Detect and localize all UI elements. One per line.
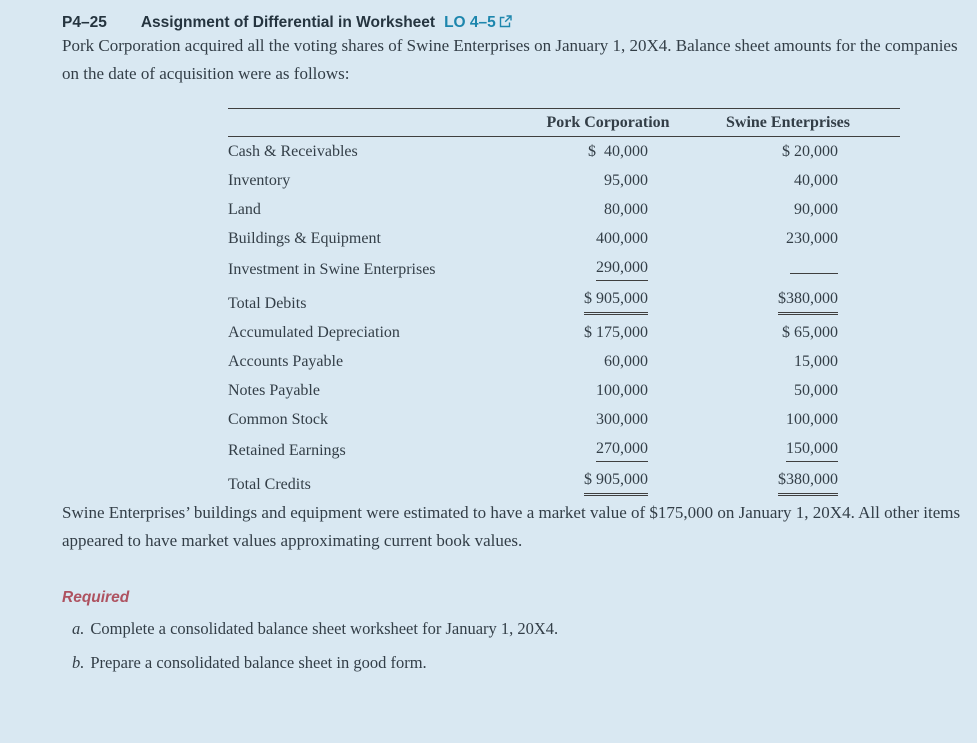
pork-amount: $ 905,000	[584, 288, 648, 315]
requirement-item: a. Complete a consolidated balance sheet …	[72, 617, 977, 641]
row-label: Total Credits	[228, 476, 311, 493]
table-row: Notes Payable 100,000 50,000	[228, 376, 900, 405]
pork-amount: $ 905,000	[584, 469, 648, 496]
pork-amount: $ 40,000	[588, 143, 648, 160]
row-label: Accumulated Depreciation	[228, 324, 400, 341]
balance-sheet-table: Pork Corporation Swine Enterprises Cash …	[228, 108, 900, 499]
swine-amount	[790, 272, 838, 274]
swine-amount: $ 65,000	[782, 324, 838, 341]
table-row: Cash & Receivables $ 40,000 $ 20,000	[228, 137, 900, 167]
table-row: Total Credits $ 905,000 $380,000	[228, 465, 900, 499]
table-row: Land 80,000 90,000	[228, 195, 900, 224]
pork-amount: $ 175,000	[584, 324, 648, 341]
problem-number: P4–25	[62, 14, 107, 31]
requirement-text: Prepare a consolidated balance sheet in …	[90, 653, 427, 672]
row-label: Notes Payable	[228, 382, 320, 399]
row-label: Accounts Payable	[228, 353, 344, 370]
swine-amount: 100,000	[786, 411, 838, 428]
row-label: Total Debits	[228, 295, 307, 312]
problem-page: P4–25 Assignment of Differential in Works…	[62, 14, 977, 675]
swine-amount: $380,000	[778, 288, 838, 315]
table-header-pork: Pork Corporation	[540, 108, 676, 137]
table-row: Accumulated Depreciation $ 175,000 $ 65,…	[228, 318, 900, 347]
swine-amount: $ 20,000	[782, 143, 838, 160]
problem-title: Assignment of Differential in Worksheet	[140, 14, 436, 31]
table-row: Accounts Payable 60,000 15,000	[228, 347, 900, 376]
row-label: Investment in Swine Enterprises	[228, 261, 436, 278]
swine-amount: 230,000	[786, 230, 838, 247]
swine-amount: 90,000	[794, 201, 838, 218]
pork-amount: 60,000	[604, 353, 648, 370]
requirement-letter: b.	[72, 653, 85, 672]
row-label: Buildings & Equipment	[228, 230, 381, 247]
swine-amount: $380,000	[778, 469, 838, 496]
table-header-row: Pork Corporation Swine Enterprises	[228, 108, 900, 137]
table-row: Buildings & Equipment 400,000 230,000	[228, 224, 900, 253]
pork-amount: 95,000	[604, 172, 648, 189]
table-row: Inventory 95,000 40,000	[228, 166, 900, 195]
pork-amount: 80,000	[604, 201, 648, 218]
row-label: Common Stock	[228, 411, 329, 428]
lo-link-label: LO 4–5	[444, 14, 496, 31]
table-header-swine: Swine Enterprises	[676, 108, 900, 137]
problem-header: P4–25 Assignment of Differential in Works…	[62, 14, 977, 32]
lo-link[interactable]: LO 4–5	[444, 14, 512, 31]
table-row: Common Stock 300,000 100,000	[228, 405, 900, 434]
row-label: Retained Earnings	[228, 442, 346, 459]
swine-amount: 40,000	[794, 172, 838, 189]
intro-paragraph: Pork Corporation acquired all the voting…	[62, 36, 958, 83]
pork-amount: 270,000	[596, 438, 648, 462]
requirement-letter: a.	[72, 619, 85, 638]
table-row: Total Debits $ 905,000 $380,000	[228, 284, 900, 318]
required-label: Required	[62, 589, 130, 606]
table-row: Retained Earnings 270,000 150,000	[228, 434, 900, 465]
header-spacer-cell	[228, 108, 540, 137]
pork-amount: 400,000	[596, 230, 648, 247]
table-row: Investment in Swine Enterprises 290,000	[228, 253, 900, 284]
note-paragraph: Swine Enterprises’ buildings and equipme…	[62, 503, 961, 550]
requirement-item: b. Prepare a consolidated balance sheet i…	[72, 651, 977, 675]
requirement-text: Complete a consolidated balance sheet wo…	[90, 619, 559, 638]
row-label: Cash & Receivables	[228, 143, 358, 160]
external-link-icon	[499, 15, 512, 28]
row-label: Land	[228, 201, 261, 218]
swine-amount: 50,000	[794, 382, 838, 399]
pork-amount: 300,000	[596, 411, 648, 428]
pork-amount: 290,000	[596, 257, 648, 281]
swine-amount: 15,000	[794, 353, 838, 370]
row-label: Inventory	[228, 172, 291, 189]
pork-amount: 100,000	[596, 382, 648, 399]
swine-amount: 150,000	[786, 438, 838, 462]
